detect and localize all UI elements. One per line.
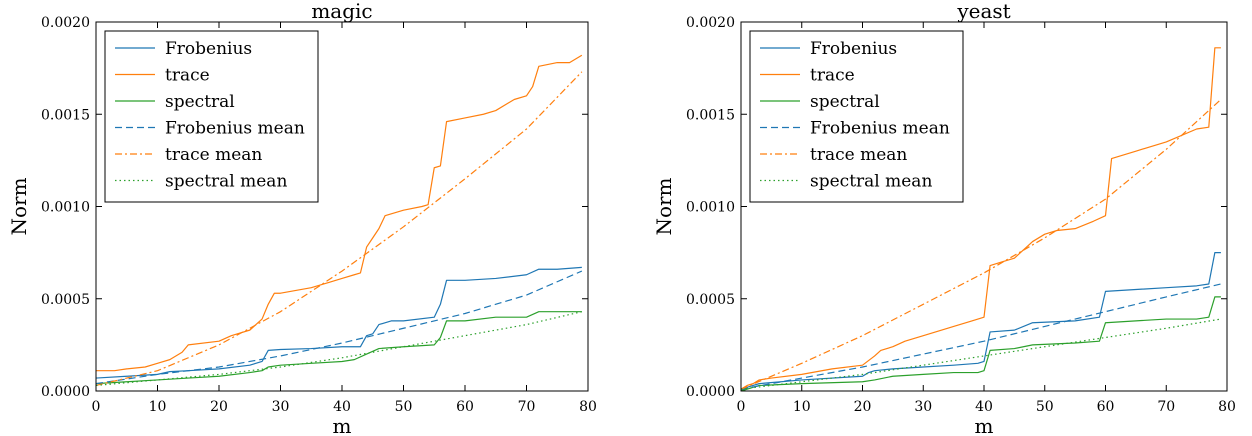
series-line-trace	[96, 54, 583, 372]
x-tick-label: 60	[456, 399, 474, 415]
x-tick-label: 70	[518, 399, 536, 415]
series-line-frobenius-mean	[741, 283, 1222, 390]
x-tick-label: 30	[914, 399, 932, 415]
y-tick-label: 0.0010	[41, 200, 90, 216]
x-tick-label: 30	[272, 399, 290, 415]
chart-panel-yeast: 0 10 20 30 40 50 60 70 80 0.0000 0.0005 0.0010 0.001…	[652, 0, 1236, 436]
legend-label: spectral mean	[165, 172, 287, 192]
series-group	[741, 47, 1222, 391]
x-tick-label: 0	[92, 399, 101, 415]
x-axis-label: m	[975, 414, 994, 436]
x-tick-label: 80	[1218, 399, 1236, 415]
legend-label: Frobenius mean	[810, 119, 950, 139]
x-tick-label: 0	[737, 399, 746, 415]
y-tick-label: 0.0015	[41, 107, 90, 123]
legend-label: Frobenius mean	[165, 119, 305, 139]
x-tick-label: 10	[149, 399, 167, 415]
y-axis-label: Norm	[7, 177, 31, 235]
legend-label: trace	[165, 66, 210, 86]
legend-box	[749, 30, 964, 203]
x-tick-label: 70	[1157, 399, 1175, 415]
series-line-spectral	[741, 296, 1221, 391]
series-line-frobenius	[741, 252, 1221, 391]
series-line-spectral-mean	[741, 318, 1222, 390]
legend-label: trace	[810, 66, 855, 86]
y-tick-label: 0.0020	[41, 15, 90, 31]
legend-label: spectral	[165, 92, 235, 112]
series-line-frobenius-mean	[96, 270, 583, 385]
y-axis-label: Norm	[652, 177, 676, 235]
legend-label: trace mean	[810, 145, 907, 165]
legend: Frobenius trace spectral Frobenius mean trac…	[749, 30, 964, 203]
x-tick-label: 50	[1036, 399, 1054, 415]
x-tick-label: 40	[975, 399, 993, 415]
x-tick-label: 80	[579, 399, 597, 415]
y-tick-label: 0.0005	[41, 292, 90, 308]
x-tick-label: 20	[210, 399, 228, 415]
legend-label: Frobenius	[165, 39, 252, 59]
legend-label: spectral	[810, 92, 880, 112]
chart-title: magic	[311, 0, 372, 23]
y-tick-label: 0.0010	[686, 200, 735, 216]
x-axis-label: m	[333, 414, 352, 436]
x-tick-label: 50	[395, 399, 413, 415]
series-group	[96, 54, 583, 387]
series-line-trace-mean	[96, 71, 583, 387]
legend-box	[104, 30, 319, 203]
y-tick-label: 0.0000	[686, 384, 735, 400]
series-line-frobenius	[96, 266, 582, 379]
legend-label: spectral mean	[810, 172, 932, 192]
series-line-spectral-mean	[96, 311, 582, 387]
series-line-trace	[741, 47, 1221, 390]
legend-label: trace mean	[165, 145, 262, 165]
y-tick-label: 0.0005	[686, 292, 735, 308]
x-tick-label: 10	[793, 399, 811, 415]
series-line-spectral	[96, 311, 582, 385]
y-tick-label: 0.0020	[686, 15, 735, 31]
legend-label: Frobenius	[810, 39, 897, 59]
x-tick-label: 20	[854, 399, 872, 415]
x-tick-label: 40	[333, 399, 351, 415]
legend: Frobenius trace spectral Frobenius mean trac…	[104, 30, 319, 203]
chart-panel-magic: 0 10 20 30 40 50 60 70 80 0.0000 0.0005 0.0010 0.001…	[7, 0, 597, 436]
y-tick-label: 0.0000	[41, 384, 90, 400]
x-tick-label: 60	[1097, 399, 1115, 415]
chart-title: yeast	[956, 0, 1010, 23]
y-tick-label: 0.0015	[686, 107, 735, 123]
